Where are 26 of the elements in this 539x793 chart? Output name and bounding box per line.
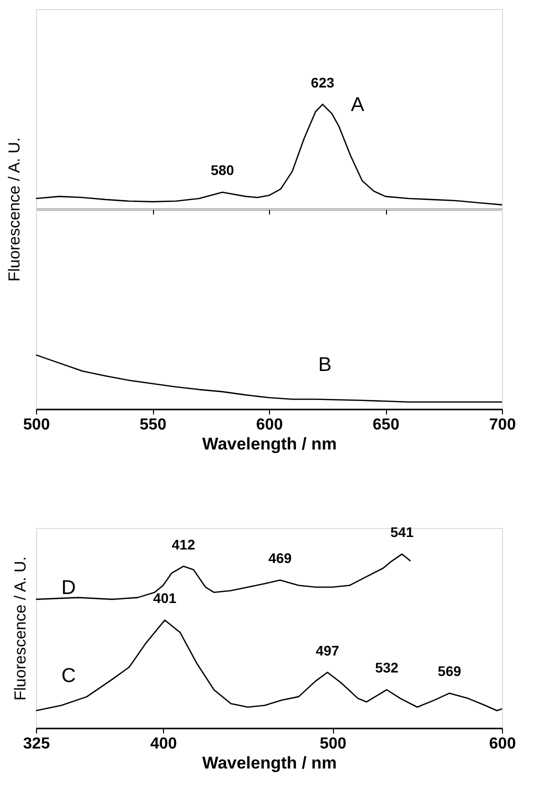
x-tick-label: 400 xyxy=(150,736,178,752)
x-tick-label: 550 xyxy=(140,416,166,434)
annotation: 541 xyxy=(390,524,414,540)
x-tick-label: 600 xyxy=(256,416,283,434)
x-tick-label: 650 xyxy=(372,416,400,434)
x-tick-label: 500 xyxy=(320,736,346,752)
x-tick-label: 325 xyxy=(23,736,50,752)
y-axis-title: Fluorescence / A. U. xyxy=(6,137,24,282)
series-label: D xyxy=(61,577,76,599)
y-axis-title: Fluorescence / A. U. xyxy=(12,556,30,701)
x-axis-title: Wavelength / nm xyxy=(202,434,337,454)
annotation: 623 xyxy=(310,74,334,90)
annotation: 569 xyxy=(438,663,462,680)
series-label: C xyxy=(61,665,76,687)
x-tick-label: 600 xyxy=(489,736,516,752)
annotation: 532 xyxy=(375,660,399,676)
annotation: 497 xyxy=(316,642,340,658)
x-axis-title: Wavelength / nm xyxy=(202,754,337,772)
annotation: 469 xyxy=(268,550,292,566)
annotation: 580 xyxy=(210,162,234,178)
series-label: B xyxy=(318,354,332,376)
annotation: 401 xyxy=(153,590,177,606)
x-tick-label: 700 xyxy=(489,416,516,434)
x-tick-label: 500 xyxy=(23,416,50,434)
annotation: 412 xyxy=(172,536,196,552)
series-label: A xyxy=(350,94,365,116)
